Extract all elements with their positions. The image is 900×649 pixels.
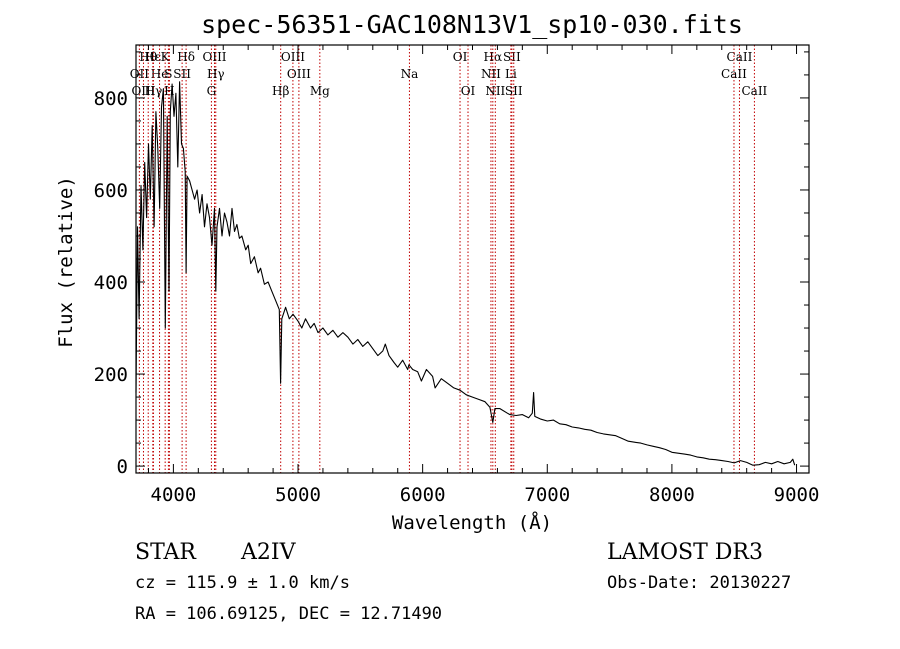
spectral-line-label: H xyxy=(164,84,174,98)
spectral-line-label: OI xyxy=(453,50,468,64)
spectral-line-label: Hα xyxy=(484,50,503,64)
spectral-line-label: Hδ xyxy=(177,50,195,64)
spectral-line-label: He xyxy=(151,67,169,81)
spectral-line-label: SII xyxy=(503,50,521,64)
y-tick-label: 0 xyxy=(117,456,128,478)
spectral-line-label: OIII xyxy=(281,50,305,64)
spectral-line-label: OIII xyxy=(131,84,155,98)
spectral-line-label: CaII xyxy=(727,50,753,64)
x-tick-label: 7000 xyxy=(524,484,570,506)
y-tick-label: 200 xyxy=(94,364,128,386)
spectral-line-label: OIII xyxy=(287,67,311,81)
spectral-line-label: Hε xyxy=(144,50,161,64)
spectral-line-label: K xyxy=(161,50,171,64)
spectral-line-label: OII xyxy=(130,67,150,81)
object-class: STAR xyxy=(135,540,197,565)
x-tick-label: 6000 xyxy=(400,484,446,506)
x-tick-label: 5000 xyxy=(275,484,321,506)
survey-name: LAMOST DR3 xyxy=(607,540,763,565)
spectral-line-label: SII xyxy=(505,84,523,98)
spectrum-series xyxy=(135,81,796,466)
spectral-line-label: Na xyxy=(401,67,419,81)
spectral-line-label: Mg xyxy=(310,84,330,98)
spectral-line-label: NII xyxy=(485,84,505,98)
plot-frame xyxy=(135,44,810,474)
spectral-line-label: Li xyxy=(505,67,517,81)
spectral-line-label: Hγ xyxy=(207,67,225,81)
redshift-info: cz = 115.9 ± 1.0 km/s xyxy=(135,573,350,593)
spectral-line-label: CaII xyxy=(741,84,767,98)
y-axis-label: Flux (relative) xyxy=(55,176,77,348)
spectral-line-label: Hβ xyxy=(272,84,289,98)
spectrum-line xyxy=(135,81,796,466)
x-tick-label: 4000 xyxy=(151,484,197,506)
spectral-line-label: OIII xyxy=(202,50,226,64)
coordinates-info: RA = 106.69125, DEC = 12.71490 xyxy=(135,604,442,624)
spectral-line-label: SII xyxy=(173,67,191,81)
axis-ticks: 4000 5000 6000 7000 8000 9000 0 200 400 600 800 xyxy=(94,45,820,506)
y-tick-label: 400 xyxy=(94,272,128,294)
spectral-line-label: S xyxy=(164,67,172,81)
spectral-line-label: NII xyxy=(481,67,501,81)
object-subclass: A2IV xyxy=(240,540,297,565)
observation-date: Obs-Date: 20130227 xyxy=(607,573,791,593)
chart-title: spec-56351-GAC108N13V1_sp10-030.fits xyxy=(201,10,743,39)
spectral-line-label: G xyxy=(207,84,217,98)
spectral-line-label: OI xyxy=(461,84,476,98)
spectral-line-label: Hγ xyxy=(145,84,163,98)
x-tick-label: 8000 xyxy=(649,484,695,506)
y-tick-label: 600 xyxy=(94,180,128,202)
x-tick-label: 9000 xyxy=(774,484,820,506)
y-tick-label: 800 xyxy=(94,88,128,110)
x-axis-label: Wavelength (Å) xyxy=(392,511,552,534)
spectral-line-label: CaII xyxy=(721,67,747,81)
